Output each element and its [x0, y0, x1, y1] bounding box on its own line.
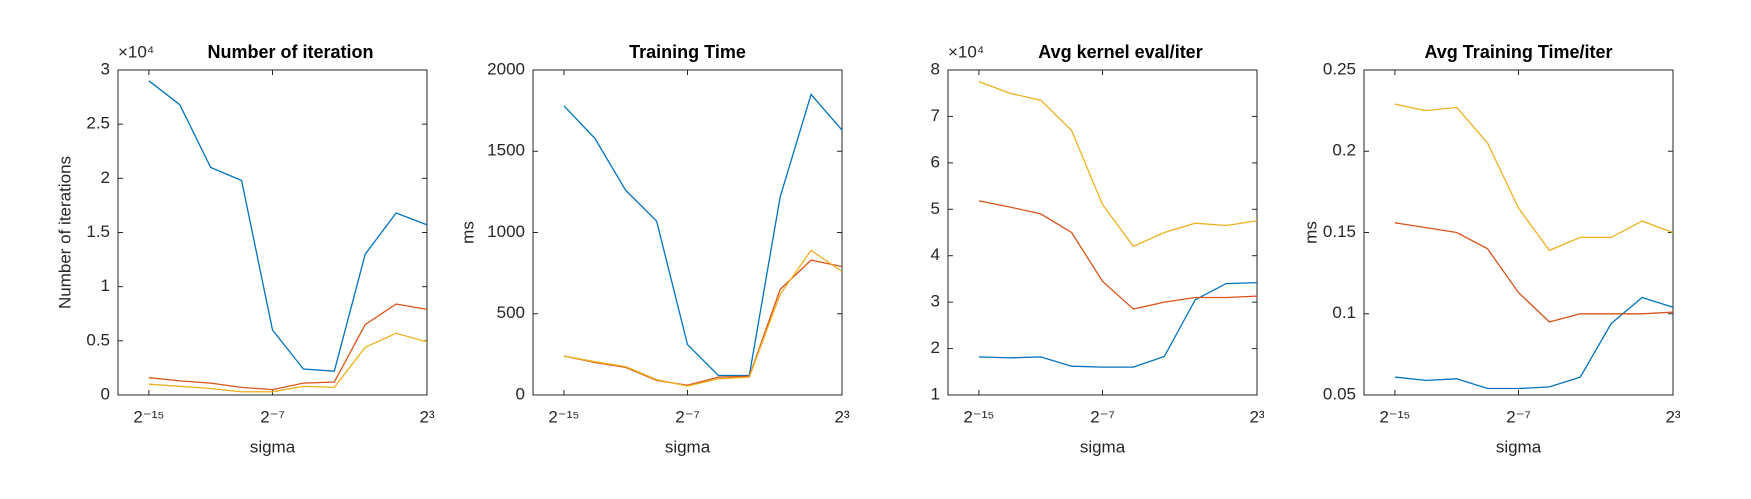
x-tick-label: 2⁻⁷	[1506, 407, 1531, 426]
series-line	[978, 200, 1258, 310]
x-tick-label: 2⁻¹⁵	[548, 407, 579, 426]
chart-title: Avg kernel eval/iter	[1038, 42, 1202, 62]
y-tick-label: 7	[931, 106, 940, 125]
y-tick-label: 0.05	[1323, 384, 1356, 403]
series-line	[1394, 222, 1674, 323]
plot-area	[947, 69, 1258, 396]
series-line	[148, 332, 428, 393]
y-tick-label: 0.25	[1323, 59, 1356, 78]
x-tick-label: 2³	[419, 407, 434, 426]
y-tick-label: 4	[931, 245, 940, 264]
y-tick-label: 1	[931, 384, 940, 403]
x-tick-label: 2⁻¹⁵	[963, 407, 994, 426]
plot-area	[532, 69, 843, 396]
plot-area	[1363, 69, 1674, 396]
y-tick-label: 0.1	[1332, 303, 1356, 322]
series-line	[563, 249, 843, 387]
subplot: 1 2 3 4 5 6 7 8 2⁻¹⁵ 2⁻⁷ 2³ Avg kernel eval/iter ×10…	[931, 42, 1265, 457]
y-tick-label: 3	[931, 292, 940, 311]
y-tick-label: 0	[516, 384, 525, 403]
y-tick-label: 5	[931, 199, 940, 218]
x-axis-label: sigma	[250, 437, 296, 456]
x-tick-label: 2³	[834, 407, 849, 426]
plot-area	[117, 69, 428, 396]
subplot: 0 500 1000 1500 2000 2⁻¹⁵ 2⁻⁷ 2³ Training Time si…	[458, 42, 849, 457]
y-axis-label: Number of iterations	[55, 156, 74, 309]
y-tick-label: 0.2	[1332, 141, 1356, 160]
y-tick-label: 2000	[487, 59, 525, 78]
y-tick-label: 6	[931, 152, 940, 171]
series-line	[1394, 296, 1674, 390]
x-tick-label: 2³	[1249, 407, 1264, 426]
y-axis-label: ms	[1301, 221, 1320, 244]
series-line	[148, 80, 428, 372]
x-axis-label: sigma	[1496, 437, 1542, 456]
y-tick-label: 1.5	[86, 222, 110, 241]
chart-title: Avg Training Time/iter	[1424, 42, 1612, 62]
x-tick-label: 2³	[1665, 407, 1680, 426]
y-axis-label: ms	[458, 221, 477, 244]
y-tick-label: 2	[931, 338, 940, 357]
y-tick-label: 0.15	[1323, 222, 1356, 241]
x-tick-label: 2⁻⁷	[675, 407, 700, 426]
x-axis-label: sigma	[665, 437, 711, 456]
series-line	[978, 80, 1258, 248]
x-tick-label: 2⁻⁷	[260, 407, 285, 426]
y-exponent: ×10⁴	[948, 42, 984, 61]
y-tick-label: 1000	[487, 222, 525, 241]
chart-title: Number of iteration	[207, 42, 373, 62]
x-axis-label: sigma	[1080, 437, 1126, 456]
series-line	[978, 281, 1258, 368]
series-line	[1394, 103, 1674, 252]
y-tick-label: 2.5	[86, 114, 110, 133]
y-tick-label: 1500	[487, 141, 525, 160]
chart-title: Training Time	[629, 42, 746, 62]
y-tick-label: 8	[931, 59, 940, 78]
x-tick-label: 2⁻¹⁵	[133, 407, 164, 426]
y-tick-label: 0	[101, 384, 110, 403]
x-tick-label: 2⁻¹⁵	[1379, 407, 1410, 426]
y-tick-label: 1	[101, 276, 110, 295]
y-exponent: ×10⁴	[118, 42, 154, 61]
y-tick-label: 500	[497, 303, 525, 322]
y-tick-label: 2	[101, 168, 110, 187]
series-line	[148, 303, 428, 391]
subplot: 0 0.5 1 1.5 2 2.5 3 2⁻¹⁵ 2⁻⁷ 2³ Number of iteratio…	[55, 42, 434, 457]
subplot: 0.05 0.1 0.15 0.2 0.25 2⁻¹⁵ 2⁻⁷ 2³ Avg Training …	[1301, 42, 1680, 457]
x-tick-label: 2⁻⁷	[1090, 407, 1115, 426]
y-tick-label: 0.5	[86, 330, 110, 349]
y-tick-label: 3	[101, 59, 110, 78]
series-line	[563, 259, 843, 386]
series-line	[563, 93, 843, 377]
